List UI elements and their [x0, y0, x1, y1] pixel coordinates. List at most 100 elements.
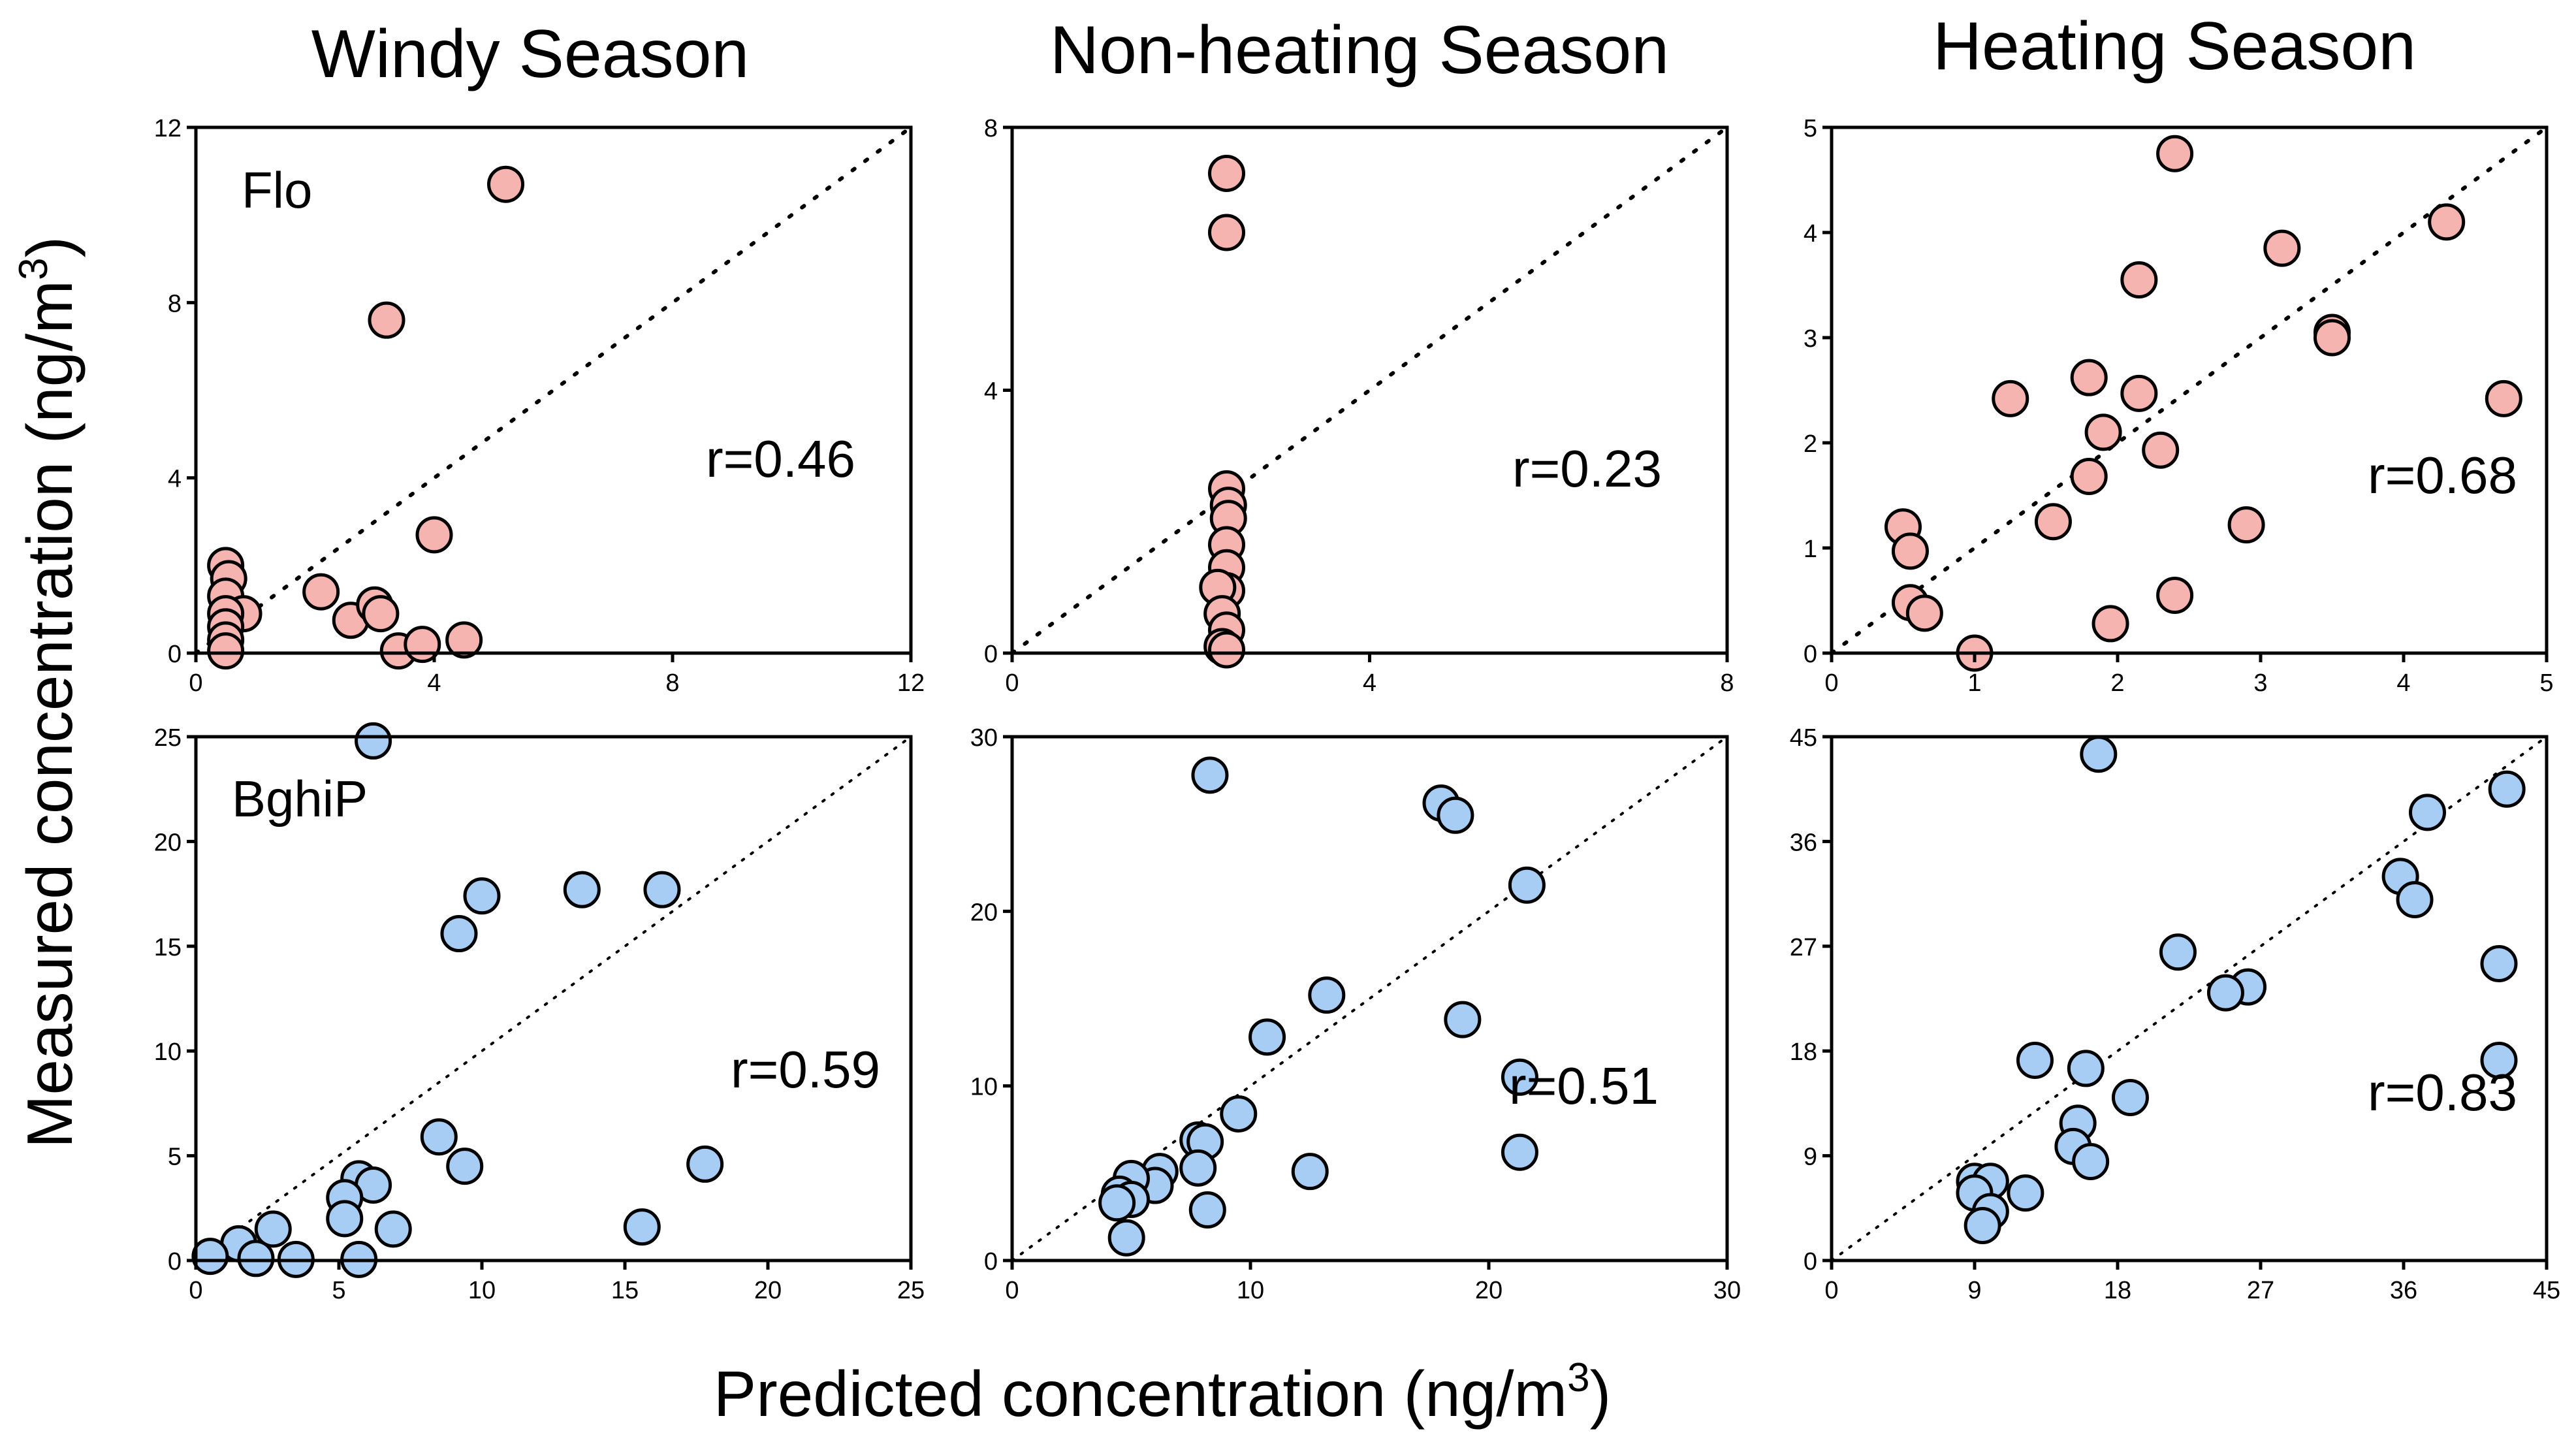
plot-frame — [194, 125, 913, 655]
x-tick-label: 2 — [2110, 669, 2124, 697]
x-tick-label: 4 — [427, 669, 441, 697]
data-point — [2206, 974, 2244, 1012]
y-tick-label: 10 — [970, 1074, 998, 1101]
data-point — [1992, 379, 2029, 417]
y-tick-label: 8 — [168, 290, 182, 317]
data-point — [440, 915, 478, 953]
data-point — [1098, 1184, 1136, 1222]
x-tick-label: 1 — [1967, 669, 1981, 697]
one-to-one-line — [1011, 735, 1728, 1262]
data-point — [643, 871, 681, 908]
y-tick-label: 8 — [984, 115, 998, 142]
x-tick-label: 0 — [1005, 1277, 1019, 1304]
y-tick-label: 5 — [1804, 115, 1817, 142]
panel-flo-0: 0 4 8 12 0 4 8 12 r=0.46 Flo — [154, 115, 925, 697]
plot-frame — [194, 735, 913, 1262]
data-point — [191, 1238, 229, 1276]
one-to-one-line — [1830, 125, 2549, 655]
data-point — [326, 1200, 364, 1238]
x-tick-label: 18 — [2104, 1277, 2131, 1304]
data-point — [1308, 976, 1346, 1014]
y-tick-label: 9 — [1804, 1144, 1817, 1171]
data-point — [2111, 1078, 2149, 1116]
x-tick-label: 20 — [1475, 1277, 1503, 1304]
data-point — [237, 1240, 275, 1277]
y-tick-label: 10 — [154, 1038, 182, 1066]
correlation-label: r=0.51 — [1509, 1057, 1659, 1115]
season-title-windy: Windy Season — [311, 16, 750, 92]
y-tick-label: 27 — [1790, 934, 1817, 961]
plot-frame — [1830, 125, 2549, 655]
data-point — [446, 1148, 484, 1185]
x-axis-title: Predicted concentration (ng/m3) — [714, 1355, 1611, 1430]
season-title-heating: Heating Season — [1933, 8, 2416, 84]
data-point — [2070, 458, 2108, 496]
data-point — [2067, 1050, 2105, 1087]
y-tick-label: 30 — [970, 724, 998, 752]
data-point — [2072, 1143, 2110, 1181]
data-point — [1248, 1018, 1286, 1056]
y-tick-label: 45 — [1790, 724, 1817, 752]
data-point — [1188, 1191, 1226, 1229]
x-tick-label: 0 — [189, 669, 202, 697]
x-tick-label: 36 — [2390, 1277, 2417, 1304]
y-tick-label: 18 — [1790, 1038, 1817, 1066]
data-point — [2396, 881, 2434, 919]
data-point — [445, 621, 483, 659]
data-point — [1191, 756, 1229, 794]
x-tick-label: 5 — [2539, 669, 2553, 697]
data-point — [623, 1208, 661, 1246]
correlation-label: r=0.83 — [2368, 1063, 2517, 1121]
data-point — [2314, 319, 2351, 357]
x-tick-label: 45 — [2533, 1277, 2560, 1304]
panel-bghip-1: 0 10 20 30 0 10 20 30 r=0.51 — [970, 724, 1741, 1304]
y-tick-label: 0 — [1804, 641, 1817, 668]
data-point — [1964, 1207, 2001, 1245]
x-tick-label: 20 — [754, 1277, 782, 1304]
y-tick-label: 0 — [984, 1248, 998, 1276]
data-point — [2070, 359, 2108, 396]
y-tick-label: 0 — [168, 1248, 182, 1276]
data-point — [368, 301, 405, 339]
data-point — [2156, 135, 2194, 172]
data-point — [1891, 532, 1929, 570]
compound-label-flo: Flo — [242, 161, 312, 219]
y-tick-label: 4 — [168, 466, 182, 493]
panel-bghip-0: 0 5 10 15 20 25 0 5 10 15 20 25 r=0.59 BghiP — [154, 722, 925, 1304]
data-point — [2034, 503, 2072, 541]
data-point — [2263, 229, 2301, 267]
data-point — [2488, 770, 2526, 808]
plot-frame — [1010, 735, 1729, 1262]
y-tick-label: 1 — [1804, 536, 1817, 563]
panel-flo-2: 0 1 2 3 4 5 0 1 2 3 4 5 r=0.68 — [1804, 115, 2554, 697]
data-point — [2142, 431, 2180, 469]
data-point — [1107, 1219, 1145, 1257]
x-tick-label: 4 — [1363, 669, 1376, 697]
data-point — [1291, 1153, 1329, 1191]
y-tick-label: 0 — [168, 641, 182, 668]
data-point — [686, 1145, 724, 1183]
data-point — [1179, 1149, 1217, 1187]
data-point — [1437, 796, 1474, 834]
correlation-label: r=0.23 — [1512, 440, 1662, 498]
data-point — [2120, 374, 2158, 412]
one-to-one-line — [1830, 735, 2548, 1262]
y-tick-label: 4 — [1804, 220, 1817, 248]
data-point — [2120, 261, 2158, 298]
data-point — [1208, 214, 1245, 251]
y-tick-label: 3 — [1804, 325, 1817, 353]
one-to-one-line — [194, 125, 913, 655]
data-point — [355, 722, 392, 760]
data-point — [362, 595, 400, 633]
y-tick-label: 2 — [1804, 430, 1817, 458]
x-tick-label: 5 — [332, 1277, 345, 1304]
data-point — [420, 1118, 458, 1156]
data-point — [563, 871, 601, 908]
data-point — [374, 1210, 412, 1248]
panel-bghip-2: 0 9 18 27 36 45 0 9 18 27 36 45 r=0.83 — [1790, 724, 2560, 1304]
x-tick-label: 0 — [189, 1277, 202, 1304]
data-point — [254, 1210, 292, 1248]
y-tick-label: 36 — [1790, 829, 1817, 856]
data-point — [463, 877, 501, 915]
